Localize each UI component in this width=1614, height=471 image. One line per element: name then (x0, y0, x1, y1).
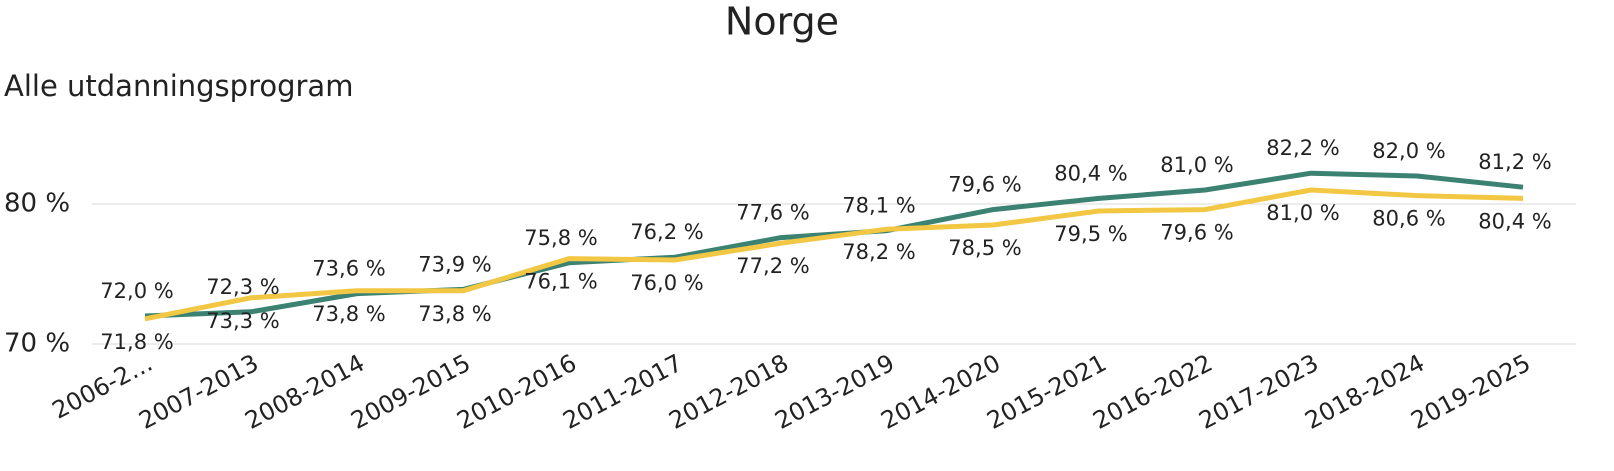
x-tick-label: 2015-2021 (982, 349, 1111, 435)
line (144, 187, 1524, 322)
data-label: 72,3 % (206, 275, 279, 299)
x-tick-label: 2016-2022 (1088, 349, 1217, 435)
x-tick-label: 2009-2015 (346, 349, 475, 435)
data-label: 80,4 % (1054, 161, 1127, 185)
x-tick-label: 2010-2016 (452, 349, 581, 435)
data-label: 73,6 % (312, 257, 385, 281)
x-tick-label: 2007-2013 (134, 349, 263, 435)
x-tick-label: 2011-2017 (558, 349, 687, 435)
data-label: 78,5 % (948, 236, 1021, 260)
data-label: 81,0 % (1160, 153, 1233, 177)
data-label: 80,6 % (1372, 207, 1445, 231)
data-label: 78,2 % (842, 240, 915, 264)
y-tick-label: 70 % (4, 329, 70, 359)
data-label: 76,0 % (630, 271, 703, 295)
x-tick-label: 2013-2019 (770, 349, 899, 435)
data-label: 76,1 % (524, 270, 597, 294)
x-tick-label: 2012-2018 (664, 349, 793, 435)
data-label: 79,5 % (1054, 222, 1127, 246)
line (144, 170, 1524, 319)
chart-title: Norge (725, 0, 839, 44)
data-label: 81,2 % (1478, 150, 1551, 174)
data-label: 73,8 % (418, 302, 491, 326)
data-label: 76,2 % (630, 220, 703, 244)
data-label: 77,6 % (736, 201, 809, 225)
data-label: 73,8 % (312, 302, 385, 326)
data-label: 71,8 % (100, 330, 173, 354)
x-tick-label: 2017-2023 (1194, 349, 1323, 435)
data-label: 75,8 % (524, 226, 597, 250)
data-label: 78,1 % (842, 194, 915, 218)
data-label: 77,2 % (736, 254, 809, 278)
data-label: 81,0 % (1266, 201, 1339, 225)
data-label: 73,3 % (206, 309, 279, 333)
data-label: 79,6 % (1160, 221, 1233, 245)
x-tick-label: 2014-2020 (876, 349, 1005, 435)
data-label: 72,0 % (100, 279, 173, 303)
data-label: 82,0 % (1372, 139, 1445, 163)
x-tick-label: 2019-2025 (1406, 349, 1535, 435)
chart-subtitle: Alle utdanningsprogram (4, 69, 353, 103)
data-label: 80,4 % (1478, 209, 1551, 233)
data-label: 73,9 % (418, 252, 491, 276)
data-label: 79,6 % (948, 173, 1021, 197)
y-tick-label: 80 % (4, 189, 70, 219)
x-tick-label: 2008-2014 (240, 349, 369, 435)
x-tick-label: 2018-2024 (1300, 349, 1429, 435)
data-label: 82,2 % (1266, 136, 1339, 160)
